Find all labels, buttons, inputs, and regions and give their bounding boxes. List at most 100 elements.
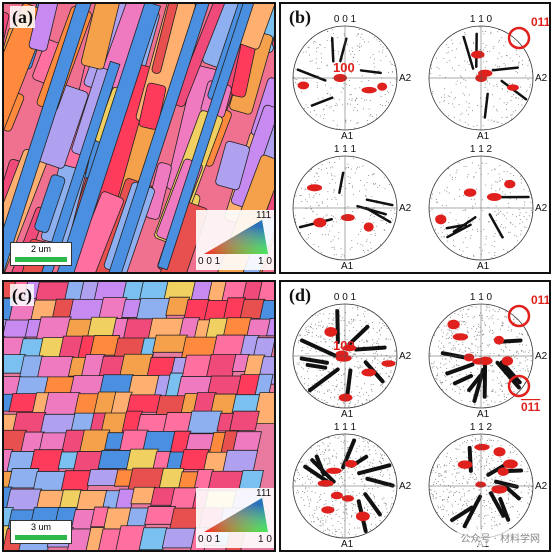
scale-bar-line-c (15, 535, 67, 540)
grain (174, 4, 236, 107)
pole-streak (499, 360, 522, 385)
pole-streak (310, 96, 334, 107)
highlight-label: 100 (333, 60, 355, 75)
ipf-label-101-c: 1 0 1 (258, 534, 276, 545)
grain (144, 506, 177, 525)
axis-label-a1: A1 (341, 131, 354, 142)
pole-streak (299, 338, 337, 358)
pole-cluster (503, 459, 518, 469)
pole-cluster (363, 222, 374, 232)
pole-streak (491, 66, 519, 72)
grain (151, 4, 185, 74)
pole-figure-panel-b: 0 0 1 A2 A1 100 1 1 0 A2 A1 011 1 1 1 A2 A1 1 1 2 A2… (279, 2, 551, 274)
pole-streak (495, 360, 521, 390)
pole-figures-b: 0 0 1 A2 A1 100 1 1 0 A2 A1 011 1 1 1 A2 A1 1 1 2 A2… (292, 14, 549, 272)
pole-figure: 1 1 0 A2 A1 011 (428, 14, 549, 142)
pole-cluster (317, 480, 334, 487)
ipf-label-101-a: 1 0 1 (258, 256, 276, 267)
pole-streak (345, 368, 353, 398)
ipf-label-001-c: 0 0 1 (198, 534, 221, 545)
pole-figure-panel-d: 0 0 1 A2 A1 100 1 1 0 A2 A1 011 011 1 1 1 A2 A1 1 1 … (279, 280, 551, 552)
axis-label-a2: A2 (535, 481, 548, 492)
pole-streak (347, 324, 370, 347)
pole-cluster (297, 81, 310, 90)
grain (205, 354, 238, 379)
lath-band (17, 60, 121, 272)
pole-streak (445, 362, 475, 376)
pole-cluster (452, 333, 469, 341)
grain (138, 201, 208, 272)
pole-cluster (335, 354, 352, 362)
grain (229, 410, 260, 431)
axis-label-a2: A2 (399, 481, 412, 492)
pole-figure: 1 1 1 A2 A1 (292, 422, 412, 550)
pole-cluster (341, 495, 354, 502)
scale-bar-a: 2 um (10, 242, 72, 266)
pole-streak (356, 204, 387, 216)
pole-cluster (491, 485, 508, 494)
grain (266, 318, 274, 337)
grain (4, 11, 10, 56)
pole-cluster (463, 353, 475, 362)
scale-bar-text-a: 2 um (30, 244, 51, 254)
grain (126, 394, 162, 413)
pole-streak (299, 356, 329, 365)
ipf-color-key-c: 111 0 0 1 1 0 1 (196, 488, 276, 548)
pole-figure: 0 0 1 A2 A1 100 (292, 14, 412, 142)
pole-streak (354, 345, 387, 352)
pole-streak (314, 454, 326, 477)
pole-cluster (330, 491, 343, 500)
pole-figure-title: 1 1 1 (334, 144, 357, 155)
pole-figure-title: 1 1 1 (334, 422, 357, 433)
grain (4, 4, 50, 137)
pole-streak (467, 373, 483, 392)
axis-label-a2: A2 (399, 73, 412, 84)
axis-label-a2: A2 (535, 73, 548, 84)
pole-streak (462, 494, 483, 529)
pole-cluster (475, 481, 487, 488)
pole-cluster (361, 368, 377, 377)
pole-figure-title: 1 1 0 (470, 14, 493, 25)
highlight-label: 011 (531, 15, 549, 29)
axis-label-a2: A2 (535, 203, 548, 214)
grain (252, 392, 274, 425)
highlight-ring-2 (507, 374, 531, 398)
pole-cluster (474, 443, 490, 451)
pole-figure: 1 1 1 A2 A1 (292, 144, 412, 272)
grain (32, 471, 67, 492)
pole-cluster (447, 319, 460, 330)
pole-cluster (324, 326, 338, 337)
pole-cluster (471, 50, 485, 59)
pole-streak (462, 35, 475, 70)
pole-cluster (435, 214, 447, 225)
pole-cluster (486, 192, 502, 202)
pole-cluster (342, 344, 357, 352)
grain (34, 174, 66, 233)
scale-bar-line-a (15, 257, 67, 262)
pole-streak (452, 373, 473, 386)
pole-streak (359, 69, 382, 75)
ebsd-map-panel-a: (a) 2 um 111 0 0 1 1 0 1 (2, 2, 276, 274)
axis-label-a1: A1 (341, 539, 354, 550)
pole-streak (498, 496, 511, 522)
pole-cluster (340, 214, 355, 222)
axis-label-a1: A1 (341, 409, 354, 420)
pole-figure-title: 1 1 2 (470, 144, 493, 155)
pole-streak (446, 223, 472, 239)
pole-streak (488, 491, 506, 518)
pole-cluster (493, 447, 506, 457)
lath-band (107, 4, 213, 272)
grain (99, 374, 135, 395)
pole-cluster (493, 335, 505, 345)
scale-bar-text-c: 3 um (30, 522, 51, 532)
pole-cluster (457, 460, 473, 469)
axis-label-a1: A1 (477, 131, 490, 142)
pole-cluster (306, 184, 323, 192)
pole-streak (296, 68, 327, 82)
panel-label-d: (d) (287, 284, 313, 306)
pole-cluster (355, 511, 370, 522)
pole-figure-title: 1 1 2 (470, 422, 493, 433)
pole-cluster (326, 467, 342, 474)
pole-streak (488, 213, 504, 239)
lath-band (4, 4, 95, 272)
